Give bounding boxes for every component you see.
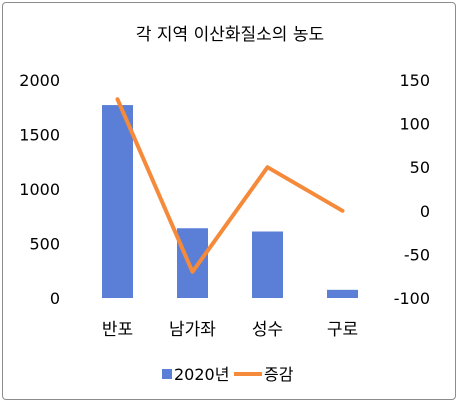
chart-title: 각 지역 이산화질소의 농도	[136, 25, 324, 45]
line-path	[115, 97, 345, 274]
legend-label-2020: 2020년	[174, 365, 229, 384]
right-tick-label: -50	[404, 245, 430, 264]
chart-frame	[2, 2, 456, 400]
right-tick-label: 100	[399, 115, 430, 134]
category-label: 성수	[252, 320, 283, 340]
legend: 2020년 증감	[162, 365, 294, 384]
bar	[252, 231, 283, 298]
line-point	[117, 98, 118, 100]
line-point	[342, 210, 343, 212]
line-series	[115, 97, 345, 274]
right-tick-label: -100	[394, 289, 430, 308]
bar	[102, 105, 133, 298]
bar	[327, 289, 358, 298]
right-tick-label: 150	[399, 71, 430, 90]
right-y-axis: -100 -50 0 50 100 150	[394, 71, 430, 308]
left-y-axis: 0 500 1000 1500 2000	[19, 71, 60, 308]
right-tick-label: 0	[420, 202, 430, 221]
left-tick-label: 1500	[19, 126, 60, 145]
legend-swatch-2020	[162, 369, 172, 379]
x-axis-categories: 반포 남가좌 성수 구로	[102, 320, 358, 340]
bar	[177, 228, 208, 298]
left-tick-label: 0	[50, 289, 60, 308]
line-point	[267, 166, 268, 168]
left-tick-label: 500	[29, 235, 60, 254]
category-label: 남가좌	[169, 320, 216, 340]
line-point	[192, 271, 193, 273]
legend-label-change: 증감	[264, 365, 294, 384]
left-tick-label: 2000	[19, 71, 60, 90]
right-tick-label: 50	[410, 158, 430, 177]
left-tick-label: 1000	[19, 180, 60, 199]
category-label: 구로	[327, 320, 358, 340]
bar-series	[102, 105, 358, 298]
category-label: 반포	[102, 320, 133, 340]
